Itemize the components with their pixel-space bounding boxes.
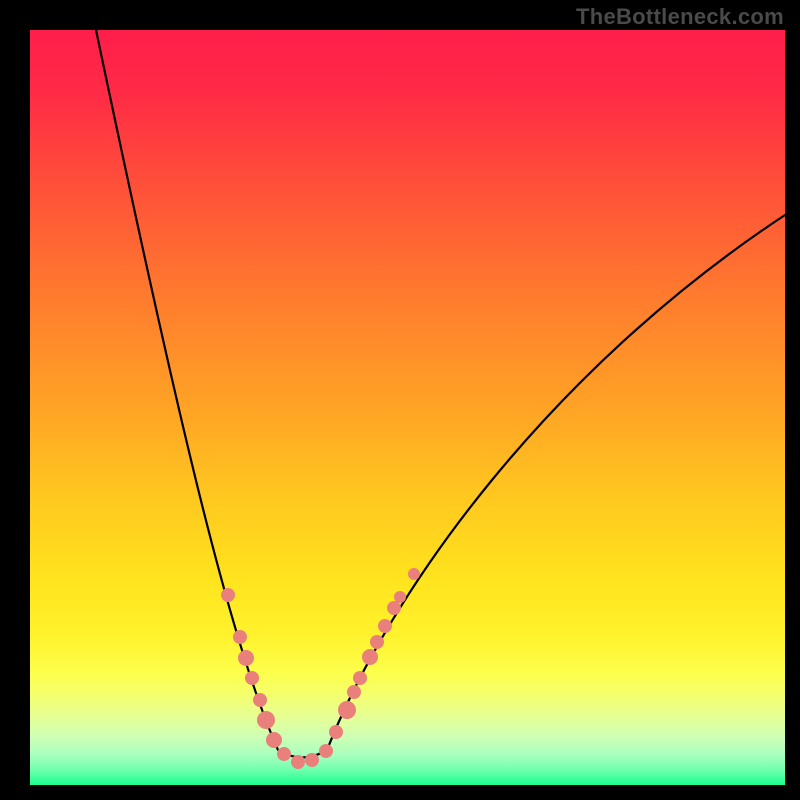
data-marker — [408, 568, 420, 580]
data-marker — [257, 711, 275, 729]
data-marker — [353, 671, 367, 685]
data-marker — [338, 701, 356, 719]
plot-area — [30, 30, 785, 785]
data-marker — [370, 635, 384, 649]
data-marker — [245, 671, 259, 685]
data-marker — [277, 747, 291, 761]
data-marker — [362, 649, 378, 665]
data-marker — [238, 650, 254, 666]
chart-stage: TheBottleneck.com — [0, 0, 800, 800]
data-marker — [387, 601, 401, 615]
curve-layer — [30, 30, 785, 785]
data-marker — [253, 693, 267, 707]
data-marker — [347, 685, 361, 699]
data-marker — [319, 744, 333, 758]
v-curve — [96, 30, 785, 758]
data-marker — [378, 619, 392, 633]
data-marker — [329, 725, 343, 739]
data-marker — [394, 591, 406, 603]
data-marker — [233, 630, 247, 644]
watermark-text: TheBottleneck.com — [576, 4, 784, 30]
data-marker — [266, 732, 282, 748]
data-marker — [291, 755, 305, 769]
data-marker — [221, 588, 235, 602]
data-marker — [305, 753, 319, 767]
